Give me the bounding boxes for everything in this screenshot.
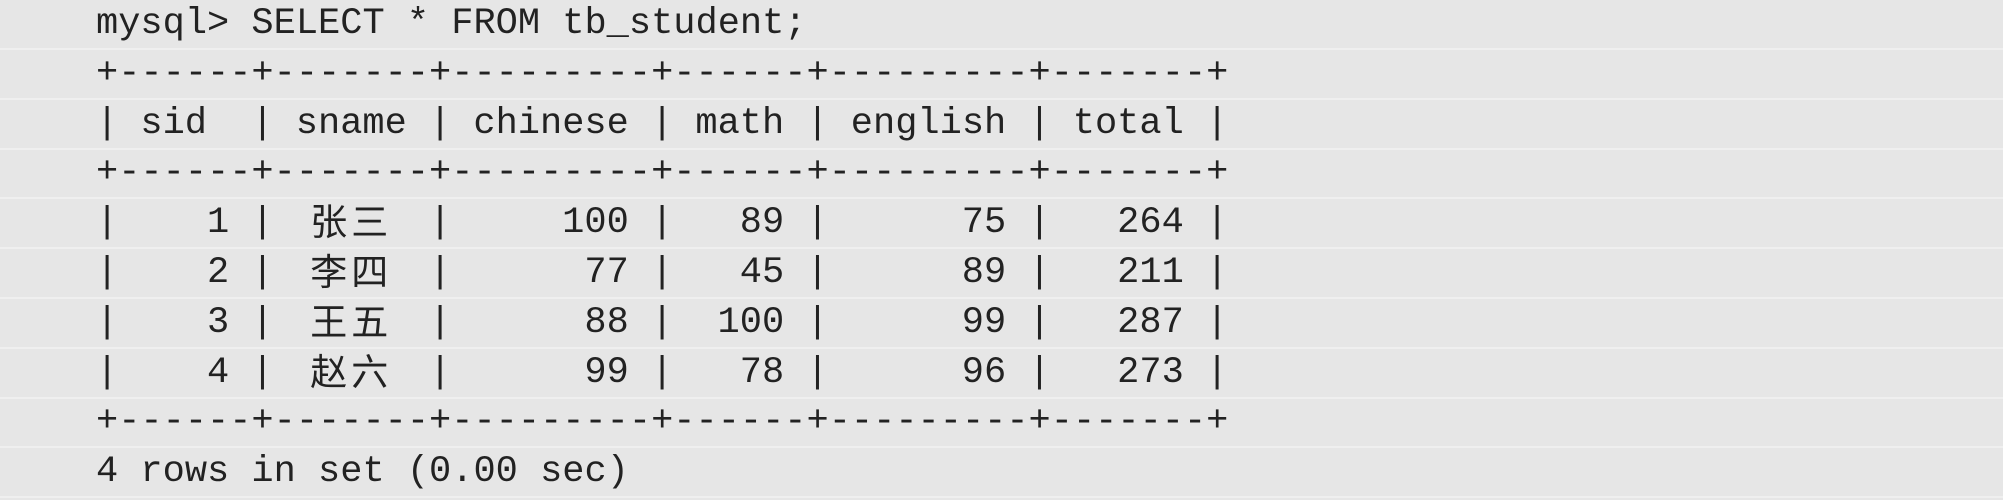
cell-english: 96 [961, 351, 1007, 394]
column-separator: | [806, 252, 829, 294]
column-separator: | [806, 102, 829, 145]
table-row: | | | | | | | 4 赵六 99 78 96 273 [0, 349, 2003, 399]
table-border-bottom: +------+-------+---------+------+-------… [0, 398, 2003, 449]
column-separator: | [1206, 252, 1229, 294]
cell-total: 287 [1117, 301, 1184, 344]
table-header: | | | | | | | sid sname chinese math english total [0, 100, 2003, 150]
column-separator: | [806, 301, 829, 344]
cell-math: 45 [739, 252, 785, 294]
column-header-math: math [695, 102, 785, 145]
column-separator: | [651, 252, 674, 294]
column-separator: | [1206, 102, 1229, 145]
column-separator: | [251, 351, 274, 394]
column-separator: | [651, 102, 674, 145]
table-border-top-text: +------+-------+---------+------+-------… [96, 52, 1229, 95]
cell-math: 78 [739, 351, 785, 394]
column-separator: | [96, 351, 119, 394]
result-summary: 4 rows in set (0.00 sec) [0, 448, 2003, 499]
column-header-sid: sid [140, 102, 208, 145]
table-row: | | | | | | | 3 王五 88 100 99 287 [0, 299, 2003, 349]
column-separator: | [651, 351, 674, 394]
cell-sname: 李四 [310, 251, 393, 294]
column-header-sname: sname [295, 102, 407, 145]
column-separator: | [429, 202, 452, 245]
table-border-bottom-text: +------+-------+---------+------+-------… [96, 401, 1229, 444]
cell-sname: 王五 [310, 300, 393, 344]
cell-english: 89 [961, 252, 1007, 294]
column-separator: | [96, 102, 119, 145]
column-separator: | [1028, 202, 1051, 245]
cell-sid: 3 [206, 301, 230, 344]
cell-chinese: 77 [584, 252, 629, 294]
cell-chinese: 99 [584, 351, 629, 394]
cell-total: 264 [1117, 202, 1184, 245]
column-separator: | [96, 202, 119, 245]
cell-sname: 张三 [310, 201, 393, 245]
column-separator: | [251, 301, 274, 344]
table-border-mid: +------+-------+---------+------+-------… [0, 149, 2003, 200]
column-header-chinese: chinese [473, 102, 629, 145]
column-separator: | [1206, 351, 1229, 394]
cell-english: 75 [961, 202, 1007, 245]
cell-total: 273 [1117, 351, 1184, 394]
column-separator: | [1206, 202, 1229, 245]
column-separator: | [96, 301, 119, 344]
column-separator: | [429, 252, 452, 294]
table-row: | | | | | | | 2 李四 77 45 89 211 [0, 249, 2003, 299]
column-separator: | [429, 102, 452, 145]
result-summary-text: 4 rows in set (0.00 sec) [96, 451, 629, 494]
cell-chinese: 88 [584, 301, 629, 344]
cell-math: 100 [717, 301, 785, 344]
cell-sname: 赵六 [310, 350, 393, 394]
table-border-top: +------+-------+---------+------+-------… [0, 50, 2003, 100]
column-separator: | [429, 301, 452, 344]
column-separator: | [651, 202, 674, 245]
cell-english: 99 [961, 301, 1007, 344]
command-line-text: mysql> SELECT * FROM tb_student; [96, 3, 807, 45]
column-separator: | [651, 301, 674, 344]
cell-sid: 1 [206, 202, 230, 245]
cell-sid: 4 [206, 351, 230, 394]
column-separator: | [1028, 102, 1051, 145]
column-separator: | [806, 351, 829, 394]
column-separator: | [251, 202, 274, 245]
column-separator: | [1028, 301, 1051, 344]
table-border-mid-text: +------+-------+---------+------+-------… [96, 152, 1229, 195]
cell-total: 211 [1117, 252, 1184, 294]
column-separator: | [806, 202, 829, 245]
cell-math: 89 [739, 202, 785, 245]
table-row: | | | | | | | 1 张三 100 89 75 264 [0, 199, 2003, 250]
column-separator: | [1028, 252, 1051, 294]
cell-chinese: 100 [562, 202, 629, 245]
column-separator: | [251, 252, 274, 294]
column-header-english: english [850, 102, 1007, 145]
command-line: mysql> SELECT * FROM tb_student; [0, 0, 2003, 50]
column-separator: | [1028, 351, 1051, 394]
column-header-total: total [1072, 102, 1184, 145]
cell-sid: 2 [206, 252, 230, 294]
column-separator: | [96, 252, 119, 294]
column-separator: | [429, 351, 452, 394]
column-separator: | [1206, 301, 1229, 344]
column-separator: | [251, 102, 274, 145]
